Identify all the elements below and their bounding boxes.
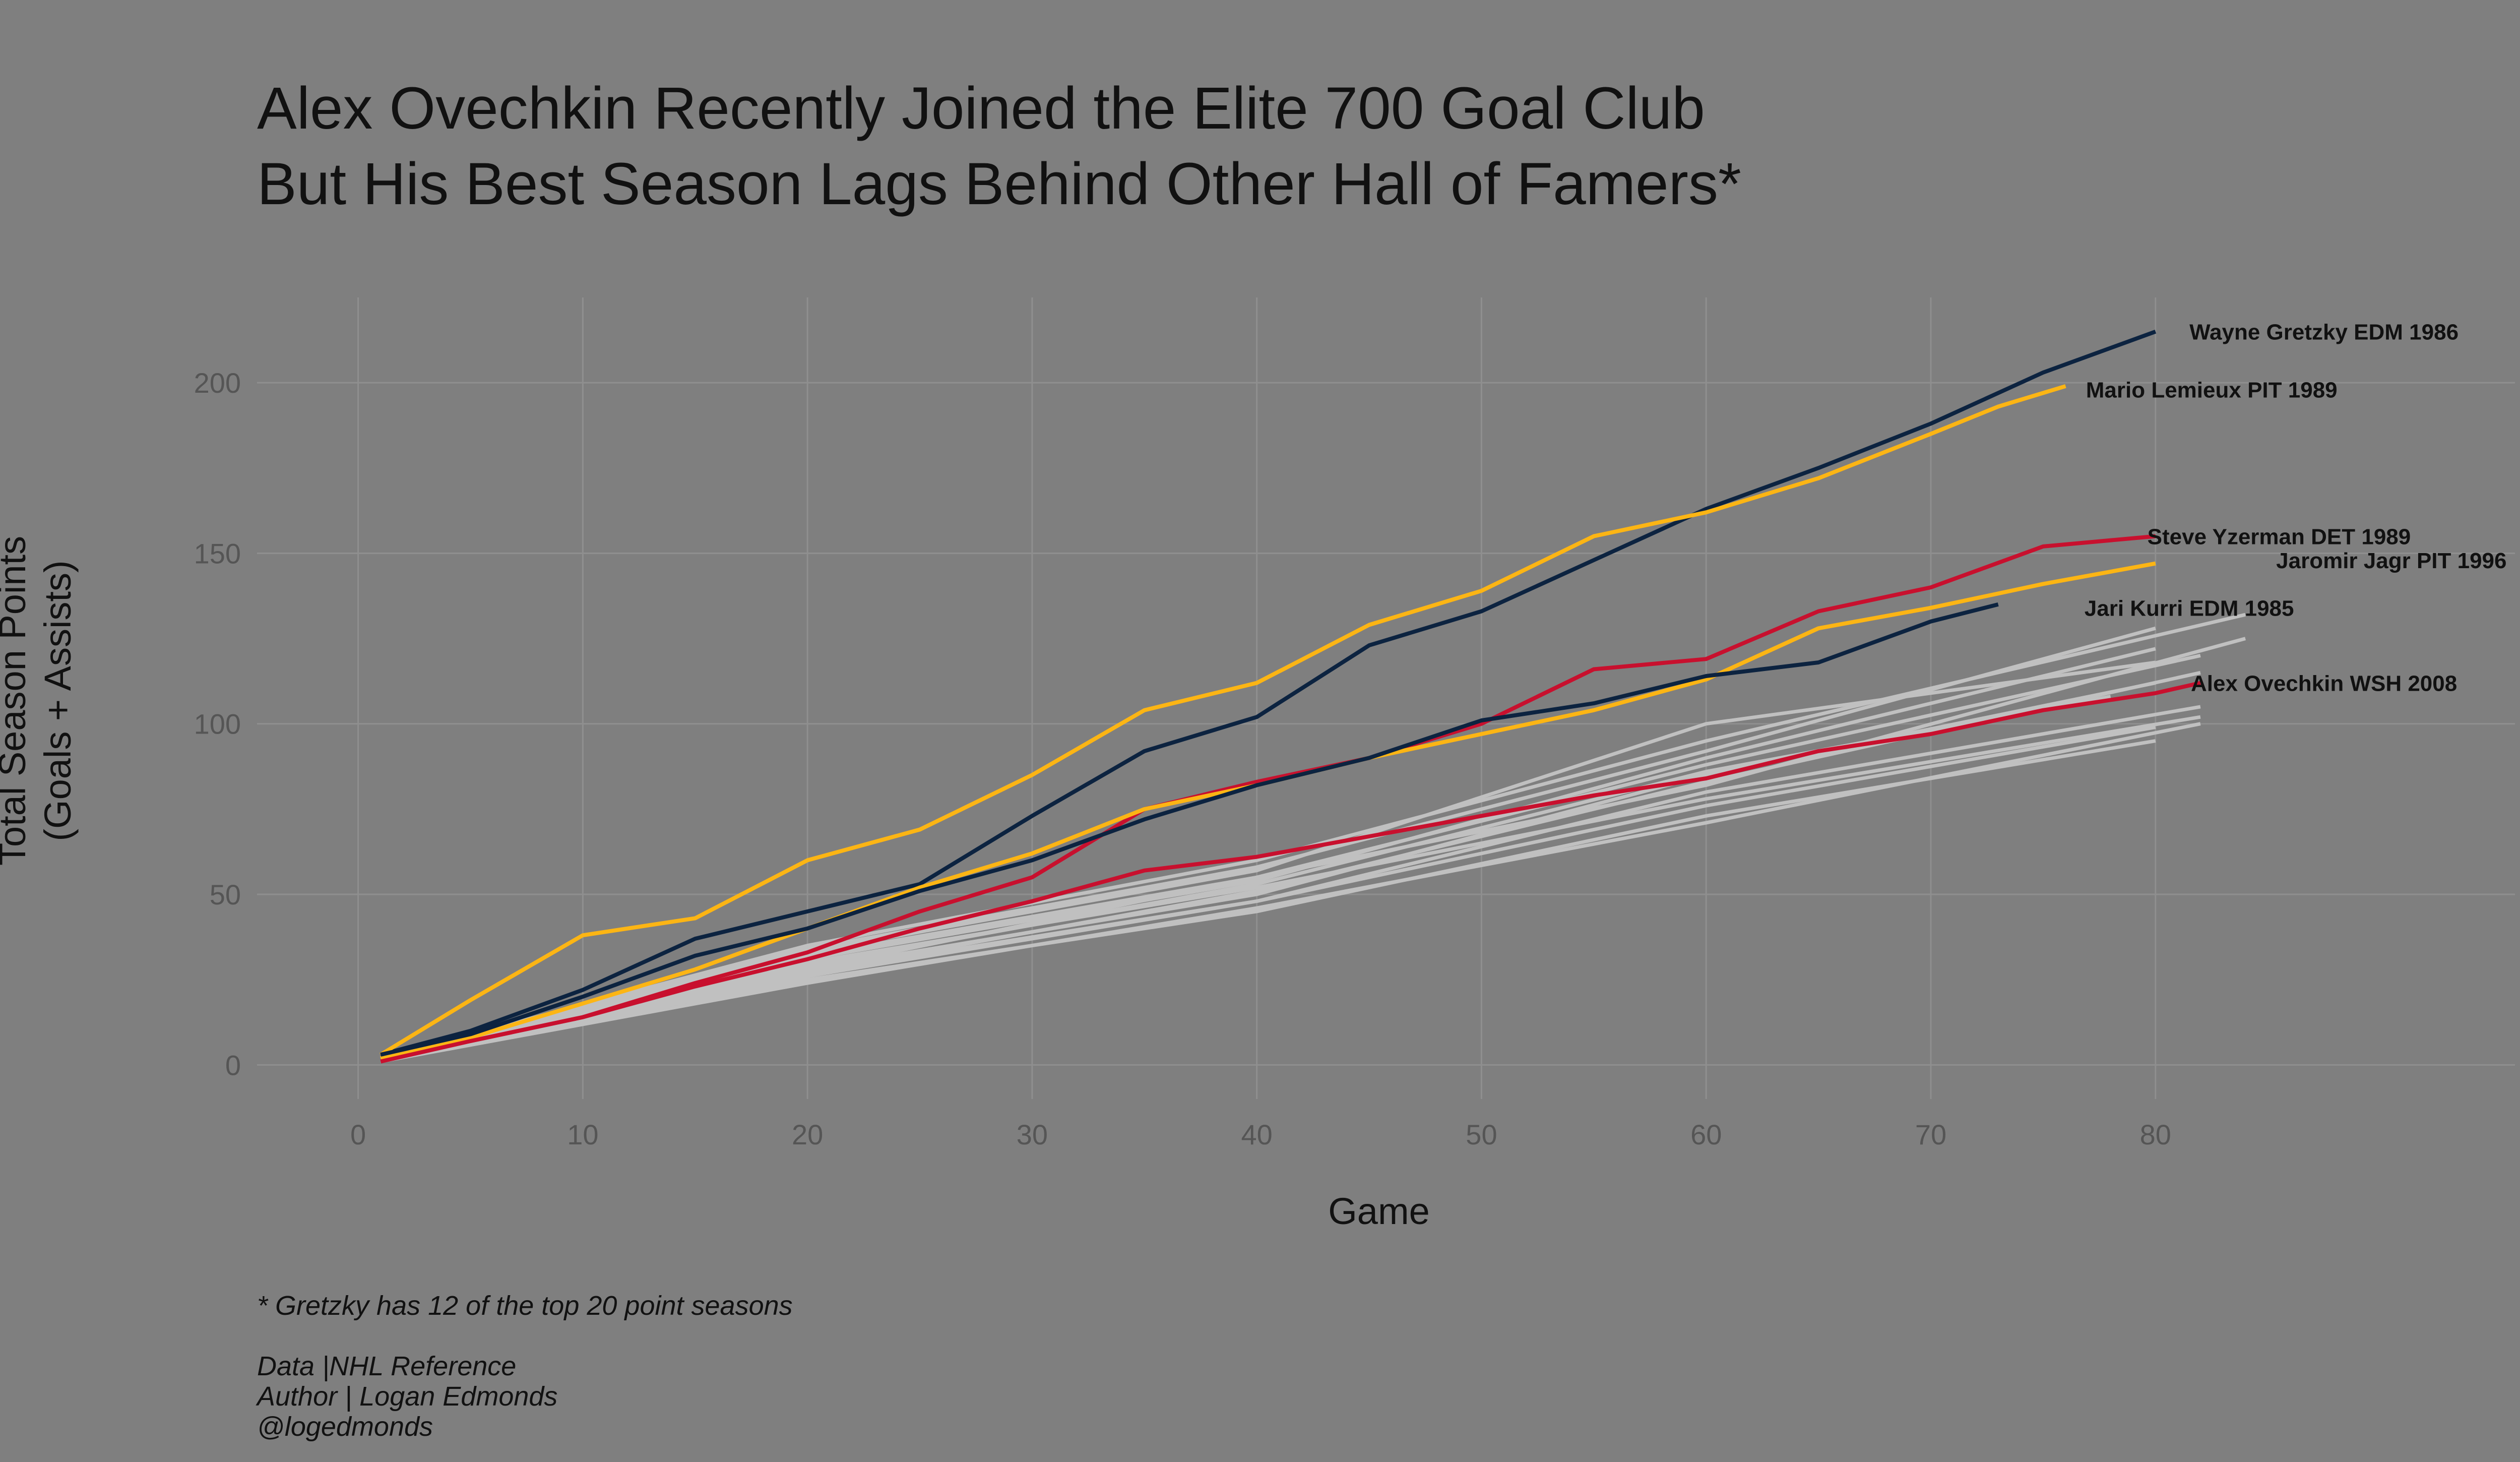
season-line-other [380,671,2201,1064]
y-tick-label: 0 [225,1049,241,1081]
credit-author: Author | Logan Edmonds [257,1381,558,1412]
series-label: Steve Yzerman DET 1989 [2148,525,2411,550]
chart-title: Alex Ovechkin Recently Joined the Elite … [257,71,1741,222]
season-line-highlight [380,681,2201,1064]
season-line-other [380,626,2156,1060]
series-label: Mario Lemieux PIT 1989 [2086,378,2338,403]
x-tick-label: 30 [1017,1119,1048,1150]
series-label: Alex Ovechkin WSH 2008 [2191,672,2457,696]
season-line-highlight [380,602,1999,1057]
x-axis-label: Game [1328,1190,1430,1232]
y-axis-ticks: 0 50 100 150 200 [194,367,241,1081]
series-label: Jaromir Jagr PIT 1996 [2276,549,2506,573]
x-tick-label: 10 [567,1119,598,1150]
x-tick-label: 20 [792,1119,823,1150]
credit-data: Data |NHL Reference [257,1351,517,1381]
season-line-highlight [380,384,2066,1057]
x-tick-label: 0 [350,1119,366,1150]
footnote: * Gretzky has 12 of the top 20 point sea… [257,1291,793,1321]
x-tick-label: 40 [1241,1119,1273,1150]
x-tick-label: 80 [2140,1119,2171,1150]
series-label: Wayne Gretzky EDM 1986 [2189,320,2459,345]
y-axis-label: Total Season Points (Goals + Assists) [0,474,81,928]
y-tick-label: 100 [194,708,241,740]
y-tick-label: 200 [194,367,241,399]
x-tick-label: 70 [1915,1119,1946,1150]
series-label: Jari Kurri EDM 1985 [2085,596,2294,621]
x-axis-ticks: 0 10 20 30 40 50 60 70 80 [350,1119,2171,1150]
title-line-1: Alex Ovechkin Recently Joined the Elite … [257,75,1705,142]
credits: Data |NHL Reference Author | Logan Edmon… [257,1351,557,1442]
y-axis-label-line-2: (Goals + Assists) [37,560,79,841]
y-axis-label-line-1: Total Season Points [0,535,33,866]
y-tick-label: 150 [194,537,241,569]
season-line-other [380,660,2156,1063]
x-tick-label: 60 [1690,1119,1722,1150]
season-line-highlight [380,329,2157,1057]
season-line-other [380,739,2156,1060]
x-tick-label: 50 [1466,1119,1497,1150]
grid-lines [257,297,2515,1099]
credit-handle: @logedmonds [257,1412,433,1442]
title-line-2: But His Best Season Lags Behind Other Ha… [257,151,1741,217]
series-labels: Wayne Gretzky EDM 1986 Mario Lemieux PIT … [2085,320,2507,696]
y-tick-label: 50 [210,879,241,910]
highlighted-seasons-lines [380,329,2201,1064]
season-line-highlight [380,534,2156,1060]
